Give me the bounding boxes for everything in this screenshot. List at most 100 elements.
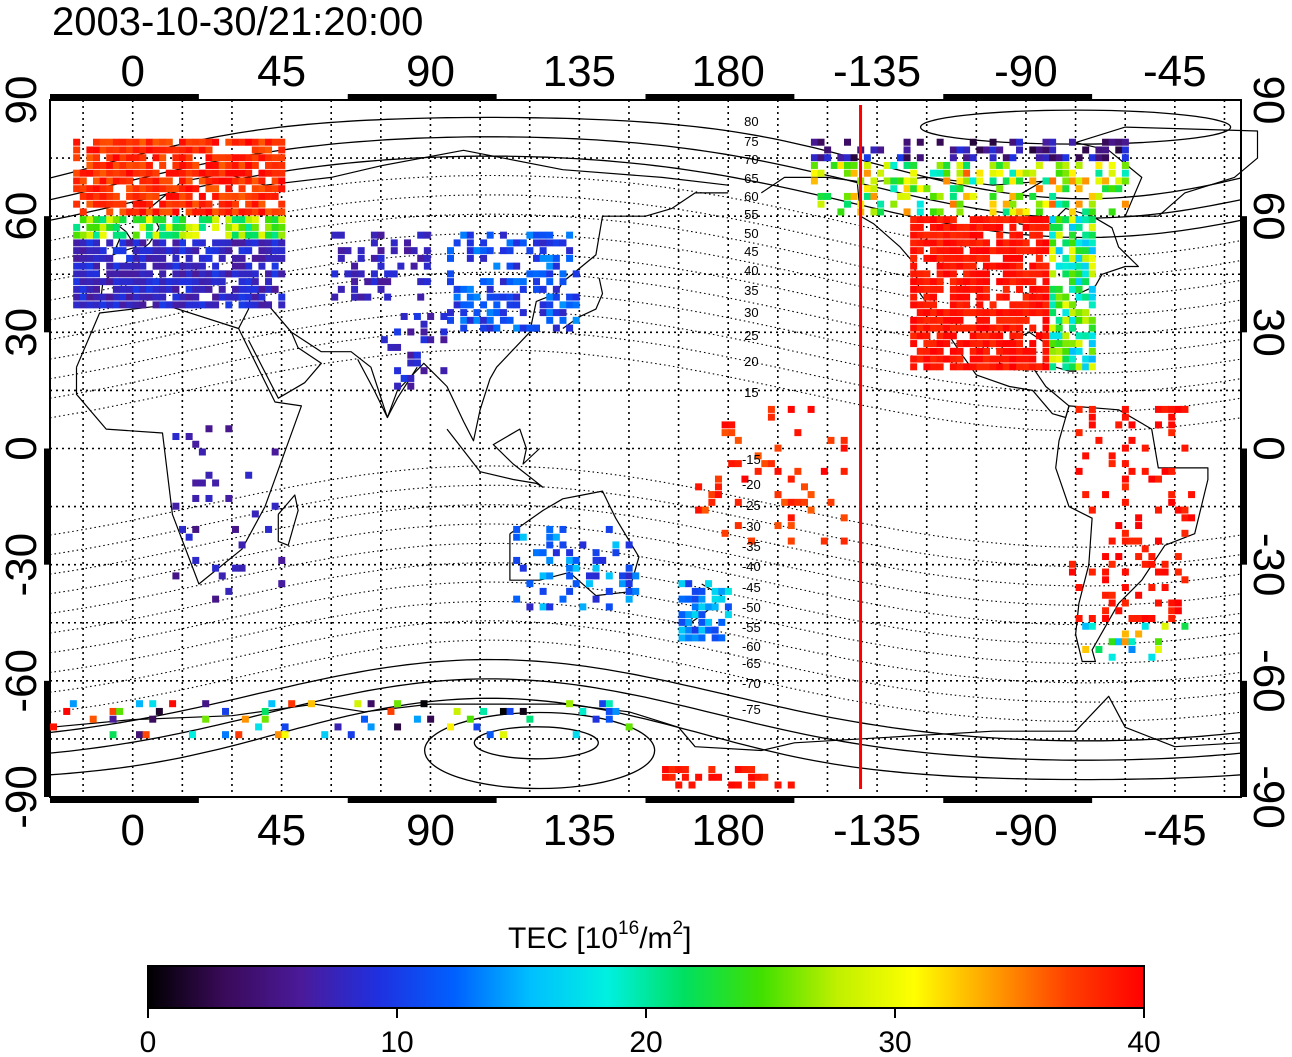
tec-cell <box>231 208 239 216</box>
tec-cell <box>963 169 971 177</box>
tec-cell <box>106 301 114 309</box>
tec-cell <box>1068 324 1076 332</box>
tec-cell <box>480 707 488 715</box>
tec-cell <box>145 247 153 255</box>
tec-cell <box>1181 514 1189 522</box>
contour-label-south: -25 <box>742 498 761 513</box>
contour-label-north: 60 <box>744 189 758 204</box>
tec-cell <box>1009 316 1017 324</box>
tec-cell <box>106 254 114 262</box>
tec-cell <box>976 355 984 363</box>
tec-cell <box>99 254 107 262</box>
tec-cell <box>1135 522 1143 530</box>
tec-cell <box>1082 247 1090 255</box>
tec-cell <box>198 192 206 200</box>
tec-cell <box>1062 200 1070 208</box>
tec-cell <box>79 247 87 255</box>
tec-cell <box>963 231 971 239</box>
tec-cell <box>231 285 239 293</box>
tec-cell <box>949 293 957 301</box>
tec-cell <box>238 192 246 200</box>
tec-cell <box>119 239 127 247</box>
tec-cell <box>1168 421 1176 429</box>
tec-cell <box>837 154 845 162</box>
tec-cell <box>1055 347 1063 355</box>
tec-cell <box>734 766 742 774</box>
tec-cell <box>989 192 997 200</box>
tec-cell <box>734 781 742 789</box>
contour-label-north: 70 <box>744 152 758 167</box>
tec-cell <box>225 154 233 162</box>
tec-cell <box>152 247 160 255</box>
tec-cell <box>976 363 984 371</box>
tec-cell <box>956 316 964 324</box>
contour-label-south: -60 <box>742 639 761 654</box>
coastline <box>1075 126 1259 217</box>
tec-cell <box>1088 355 1096 363</box>
tec-cell <box>364 278 372 286</box>
tec-cell <box>172 216 180 224</box>
tec-cell <box>407 382 415 390</box>
tec-cell <box>79 270 87 278</box>
tec-cell <box>109 731 117 739</box>
tec-cell <box>969 355 977 363</box>
tec-cell <box>364 293 372 301</box>
tec-cell <box>1161 584 1169 592</box>
tec-cell <box>447 309 454 317</box>
tec-cell <box>493 262 501 270</box>
tec-cell <box>265 169 273 177</box>
tec-cell <box>112 216 120 224</box>
tec-cell <box>794 429 802 437</box>
tec-cell <box>1154 421 1162 429</box>
tec-cell <box>251 301 259 309</box>
tec-cell <box>440 367 448 375</box>
tec-cell <box>251 192 259 200</box>
tec-cell <box>73 169 81 177</box>
tec-cell <box>377 231 385 239</box>
tec-cell <box>1002 347 1010 355</box>
tec-cell <box>1035 239 1043 247</box>
tec-cell <box>251 208 259 216</box>
lat-label-left: -30 <box>0 533 46 597</box>
tec-cell <box>198 216 206 224</box>
tec-cell <box>1002 285 1010 293</box>
map-title: 2003-10-30/21:20:00 <box>52 0 423 44</box>
tec-cell <box>1102 138 1110 146</box>
tec-cell <box>179 262 187 270</box>
tec-cell <box>218 247 226 255</box>
contour-label-south: -75 <box>742 702 761 717</box>
tec-cell <box>1068 231 1076 239</box>
tec-cell <box>817 192 825 200</box>
tec-cell <box>810 177 818 185</box>
tec-cell <box>1029 347 1037 355</box>
tec-cell <box>1016 355 1024 363</box>
tec-cell <box>767 413 775 421</box>
tec-cell <box>1075 467 1083 475</box>
tec-cell <box>159 177 167 185</box>
tec-cell <box>1108 460 1116 468</box>
tec-cell <box>996 332 1004 340</box>
tec-cell <box>566 564 574 572</box>
tec-cell <box>278 231 286 239</box>
tec-cell <box>205 200 213 208</box>
tec-cell <box>1108 560 1116 568</box>
tec-cell <box>152 262 160 270</box>
lon-label-top: -135 <box>833 47 921 96</box>
tec-cell <box>159 231 167 239</box>
tec-cell <box>1062 270 1070 278</box>
tec-cell <box>1095 192 1103 200</box>
tec-cell <box>212 239 220 247</box>
tec-cell <box>1082 355 1090 363</box>
tec-cell <box>126 254 134 262</box>
tec-cell <box>1035 223 1043 231</box>
tec-cell <box>1088 622 1096 630</box>
tec-cell <box>1135 615 1143 623</box>
tec-cell <box>394 382 402 390</box>
tec-cell <box>936 347 944 355</box>
tec-cell <box>139 146 147 154</box>
tec-cell <box>870 208 878 216</box>
tec-cell <box>1068 262 1076 270</box>
tec-cell <box>1075 316 1083 324</box>
tec-cell <box>1135 537 1143 545</box>
tec-cell <box>754 467 762 475</box>
